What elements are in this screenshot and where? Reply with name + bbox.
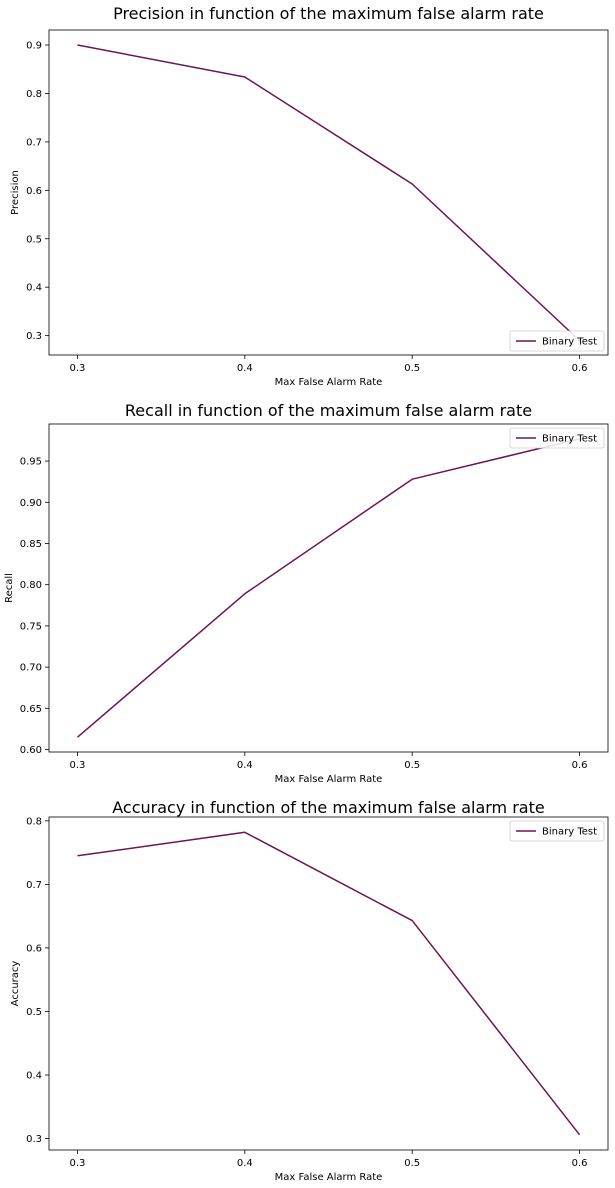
x-tick-label: 0.5 — [404, 760, 420, 771]
series-line-0 — [77, 44, 581, 342]
legend-box — [509, 330, 605, 352]
y-tick-label: 0.75 — [20, 621, 42, 632]
x-tick-label: 0.3 — [69, 760, 85, 771]
series-line-0 — [77, 831, 581, 1136]
y-tick-label: 0.60 — [20, 745, 42, 756]
x-tick-label: 0.6 — [572, 1158, 588, 1169]
x-tick-label: 0.4 — [237, 363, 253, 374]
x-tick-label: 0.5 — [404, 1158, 420, 1169]
y-tick-label: 0.8 — [26, 816, 42, 827]
chart-title: Recall in function of the maximum false … — [125, 401, 532, 420]
chart-0: Precision in function of the maximum fal… — [10, 4, 609, 388]
chart-2: Accuracy in function of the maximum fals… — [10, 798, 609, 1183]
legend: Binary Test — [509, 427, 605, 449]
y-tick-label: 0.80 — [20, 580, 42, 591]
x-tick-label: 0.5 — [404, 363, 420, 374]
legend-label: Binary Test — [542, 337, 597, 348]
y-tick-label: 0.9 — [26, 41, 42, 52]
y-tick-label: 0.70 — [20, 663, 42, 674]
legend: Binary Test — [509, 820, 605, 842]
x-axis-label: Max False Alarm Rate — [275, 774, 383, 785]
plot-frame — [48, 423, 609, 753]
chart-1: Recall in function of the maximum false … — [4, 401, 609, 785]
x-tick-label: 0.3 — [69, 363, 85, 374]
x-tick-label: 0.6 — [572, 760, 588, 771]
x-axis-label: Max False Alarm Rate — [275, 377, 383, 388]
x-tick-label: 0.4 — [237, 760, 253, 771]
y-tick-label: 0.65 — [20, 704, 42, 715]
y-tick-label: 0.3 — [26, 331, 42, 342]
y-tick-label: 0.5 — [26, 1007, 42, 1018]
y-tick-label: 0.7 — [26, 880, 42, 891]
y-axis-label: Precision — [10, 170, 21, 215]
x-tick-label: 0.6 — [572, 363, 588, 374]
legend-box — [509, 427, 605, 449]
y-tick-label: 0.3 — [26, 1134, 42, 1145]
x-axis-label: Max False Alarm Rate — [275, 1172, 383, 1183]
y-tick-label: 0.90 — [20, 498, 42, 509]
y-tick-label: 0.4 — [26, 283, 42, 294]
legend-label: Binary Test — [542, 434, 597, 445]
legend: Binary Test — [509, 330, 605, 352]
y-tick-label: 0.8 — [26, 89, 42, 100]
legend-box — [509, 820, 605, 842]
y-tick-label: 0.7 — [26, 137, 42, 148]
chart-title: Accuracy in function of the maximum fals… — [112, 798, 544, 817]
chart-title: Precision in function of the maximum fal… — [113, 4, 544, 23]
x-tick-label: 0.4 — [237, 1158, 253, 1169]
y-axis-label: Accuracy — [10, 961, 21, 1007]
y-tick-label: 0.95 — [20, 457, 42, 468]
plot-frame — [48, 29, 609, 356]
y-tick-label: 0.4 — [26, 1071, 42, 1082]
y-tick-label: 0.6 — [26, 943, 42, 954]
y-tick-label: 0.85 — [20, 539, 42, 550]
y-tick-label: 0.6 — [26, 186, 42, 197]
y-tick-label: 0.5 — [26, 234, 42, 245]
plot-frame — [48, 816, 609, 1151]
x-tick-label: 0.3 — [69, 1158, 85, 1169]
legend-label: Binary Test — [542, 827, 597, 838]
y-axis-label: Recall — [4, 573, 15, 603]
series-line-0 — [77, 438, 580, 738]
